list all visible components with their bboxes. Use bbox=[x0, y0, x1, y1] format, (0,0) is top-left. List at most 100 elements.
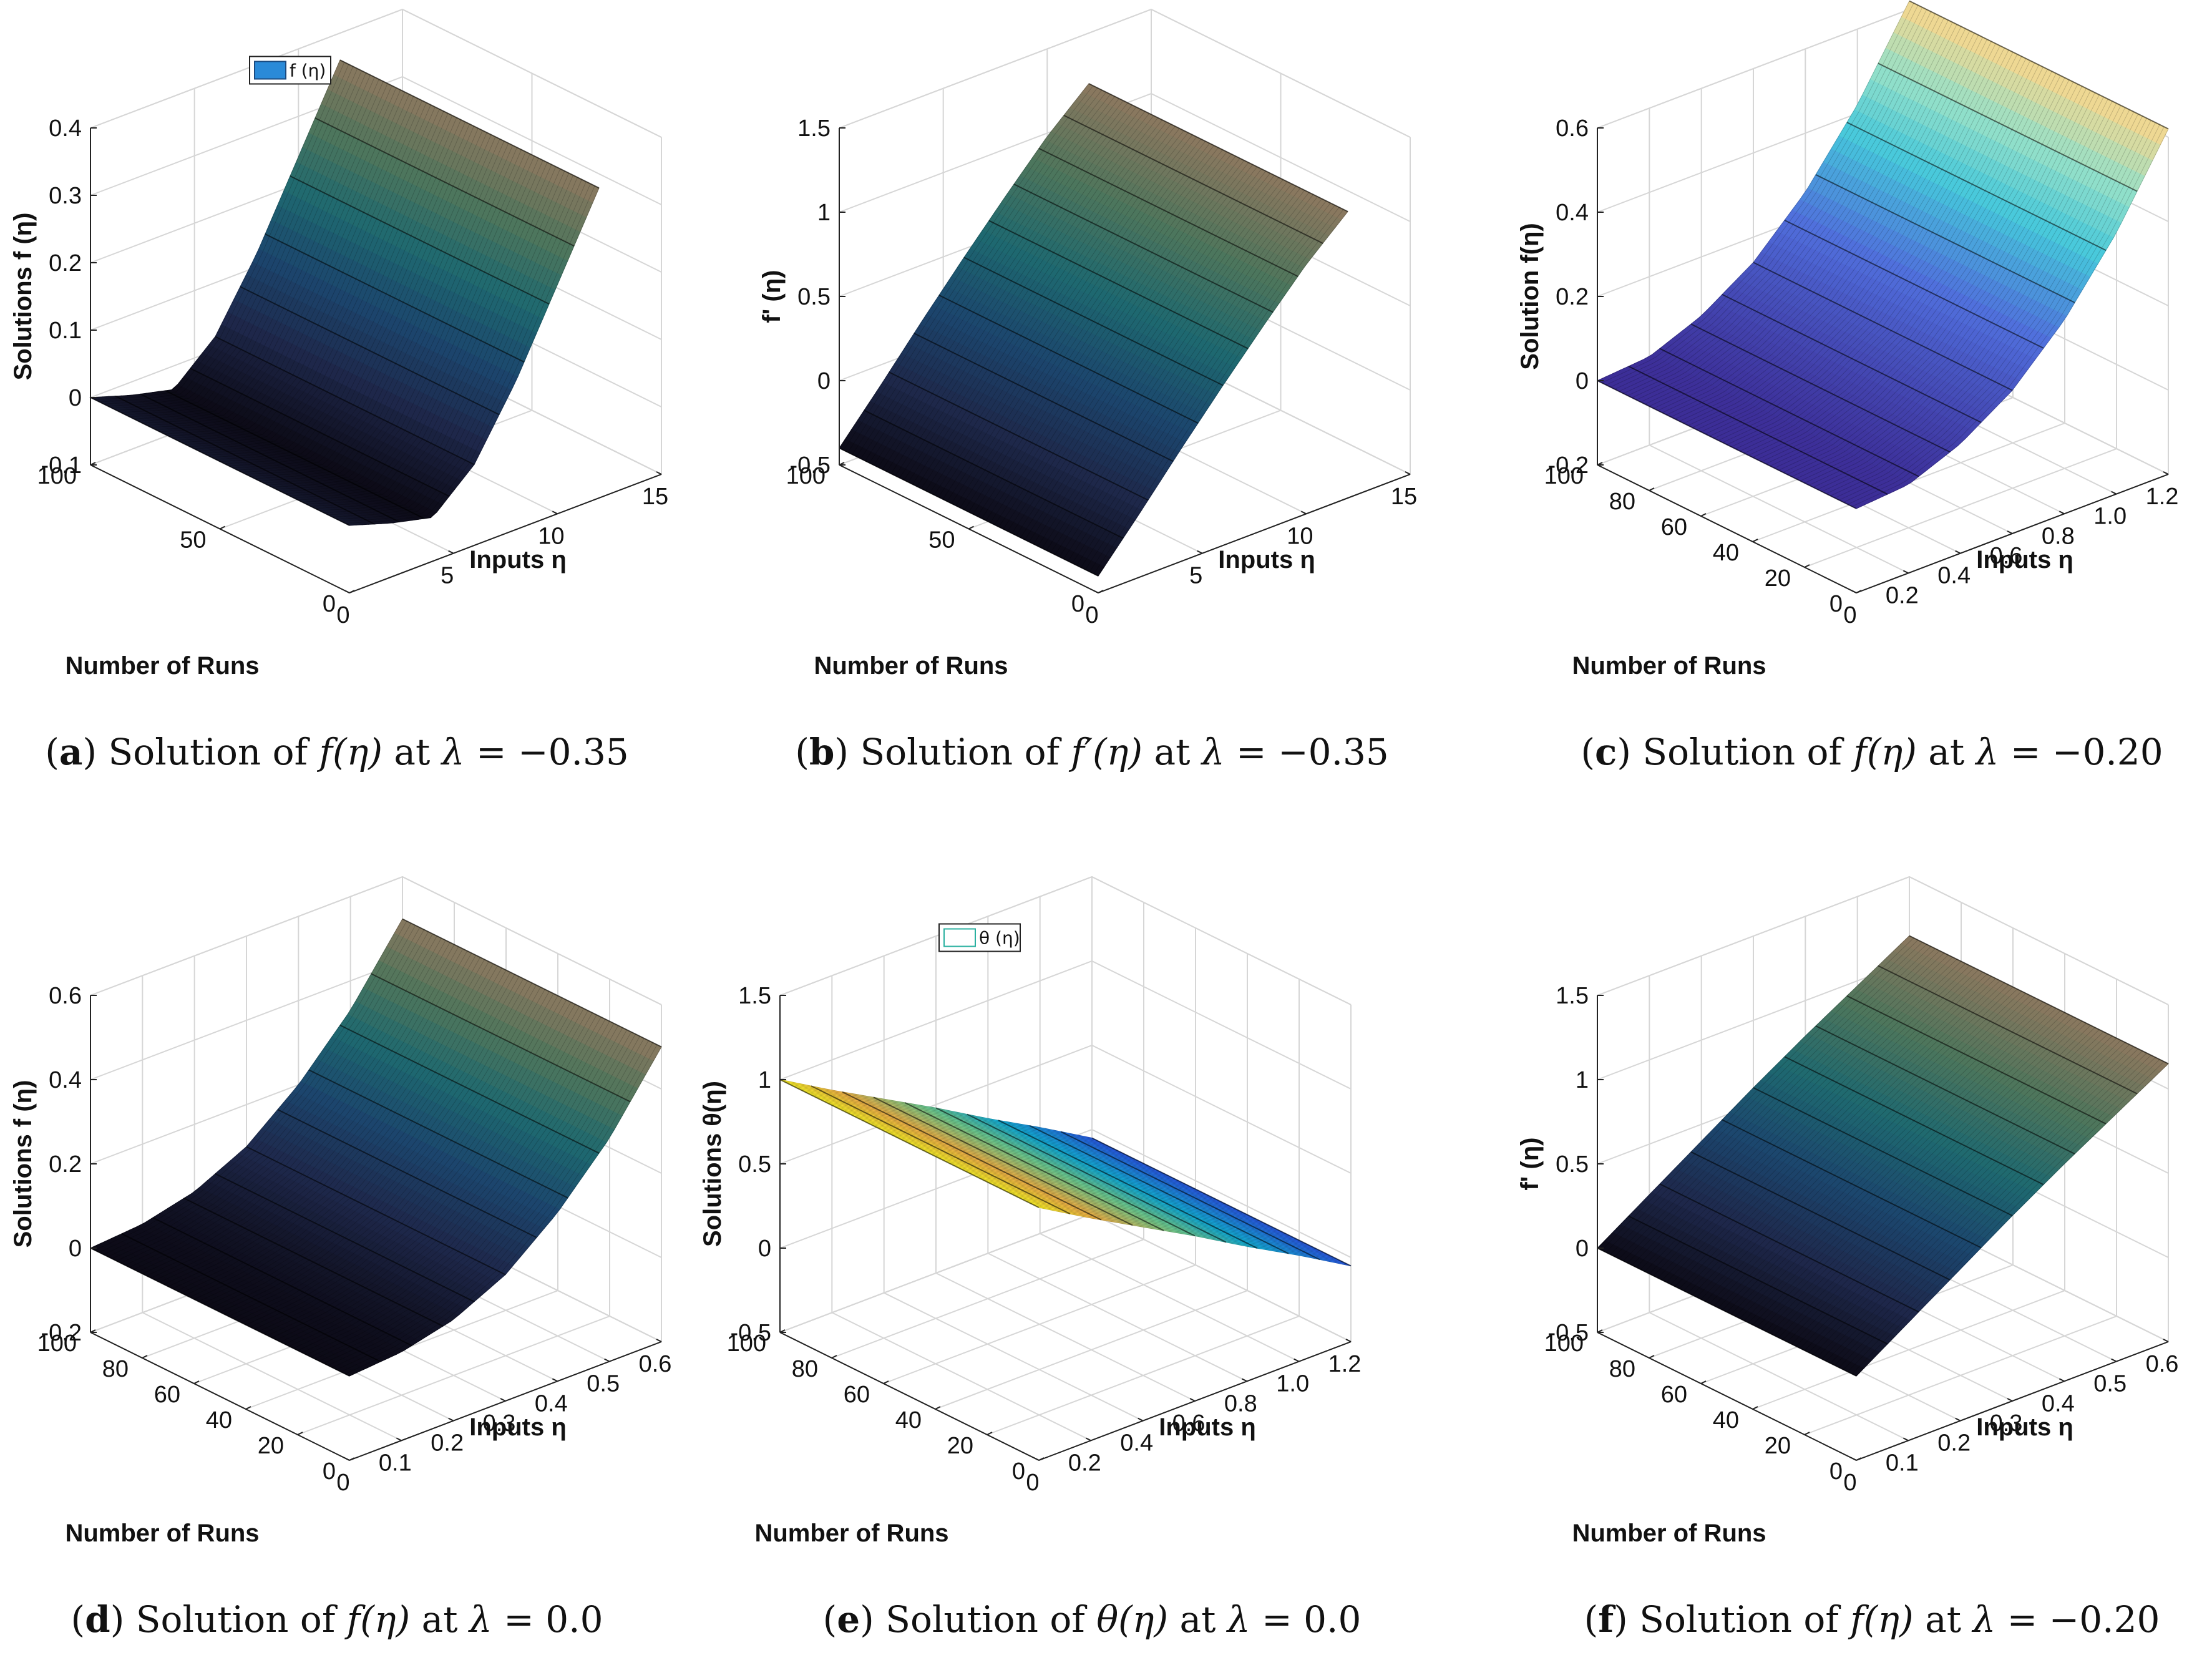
surface-hatch bbox=[1028, 177, 1279, 542]
surface-meshline bbox=[1091, 1137, 1352, 1267]
surface-hatch bbox=[90, 919, 403, 1249]
surface-hatch bbox=[1030, 1203, 1343, 1262]
surface-hatch bbox=[1632, 17, 1944, 398]
z-gridline bbox=[779, 960, 1352, 1090]
surface-hatch bbox=[1050, 188, 1301, 553]
surface-hatch bbox=[994, 160, 1245, 525]
surface-hatch bbox=[120, 74, 371, 413]
surface-hatch bbox=[908, 117, 1159, 482]
surface-meshline bbox=[998, 1120, 1258, 1249]
y-tick bbox=[831, 1355, 837, 1359]
legend: f (η) bbox=[249, 56, 331, 85]
x-tick-label: 0.2 bbox=[1068, 1450, 1101, 1476]
surface-meshline bbox=[1784, 220, 2044, 349]
surface-hatch bbox=[931, 1154, 1244, 1213]
surface-hatch bbox=[965, 1171, 1278, 1230]
surface-hatch bbox=[1856, 129, 2169, 509]
surface-hatch bbox=[215, 122, 466, 460]
surface-hatch bbox=[228, 987, 541, 1317]
y-tick bbox=[1649, 487, 1655, 491]
surface-hatch bbox=[938, 132, 1189, 497]
surface-hatch bbox=[211, 119, 462, 458]
z-tick-label: 1 bbox=[758, 1067, 771, 1093]
z-tick-label: -0.5 bbox=[731, 1320, 771, 1346]
y-tick-label: 40 bbox=[1713, 540, 1739, 566]
surface-hatch bbox=[875, 1126, 1187, 1186]
y-tick bbox=[883, 1380, 889, 1384]
x-tick bbox=[2111, 491, 2117, 495]
surface-hatch bbox=[146, 87, 397, 426]
x-tick-label: 0.5 bbox=[587, 1371, 620, 1397]
surface-meshline bbox=[215, 1173, 475, 1302]
surface-hatch bbox=[843, 85, 1094, 451]
surface-hatch bbox=[323, 1033, 636, 1364]
surface-meshline bbox=[842, 1091, 1102, 1221]
caption-after: at bbox=[1917, 731, 1976, 773]
surface-hatch bbox=[964, 145, 1214, 510]
surface-hatch bbox=[960, 143, 1211, 508]
surface-hatch bbox=[985, 155, 1236, 521]
surface-hatch bbox=[905, 1141, 1217, 1201]
surface-hatch bbox=[349, 1047, 662, 1377]
x-axis-label: Inputs η bbox=[469, 546, 567, 574]
surface-hatch bbox=[193, 970, 507, 1300]
surface-hatch bbox=[1679, 41, 1992, 422]
surface-hatch bbox=[168, 957, 480, 1287]
surface-meshline bbox=[1029, 1125, 1289, 1254]
y-tick-label: 100 bbox=[727, 1330, 766, 1357]
surface-hatch bbox=[1718, 60, 2031, 441]
surface-hatch bbox=[328, 177, 578, 515]
x-tick-label: 0 bbox=[336, 1470, 349, 1496]
surface-hatch bbox=[1020, 173, 1270, 538]
x-tick bbox=[2163, 1339, 2169, 1342]
surface-hatch bbox=[1657, 31, 1971, 411]
surface-hatch bbox=[1013, 1194, 1325, 1254]
surface-hatch bbox=[215, 980, 529, 1311]
surface-hatch bbox=[267, 1006, 580, 1336]
surface-hatch bbox=[1778, 90, 2091, 471]
caption-paren: ( bbox=[71, 1598, 85, 1641]
surface-hatch bbox=[220, 982, 532, 1312]
surface-hatch bbox=[202, 115, 453, 454]
surface-meshline bbox=[1597, 380, 1857, 509]
surface-hatch bbox=[155, 950, 468, 1281]
z-axis-label: Solutions θ(η) bbox=[699, 1081, 726, 1247]
caption-lambda-sym: λ bbox=[1971, 1598, 1995, 1641]
surface-hatch bbox=[857, 1118, 1170, 1177]
z-tick-label: 0.5 bbox=[1556, 1151, 1589, 1178]
surface-hatch bbox=[920, 124, 1171, 489]
surface-hatch bbox=[895, 111, 1146, 476]
caption-paren: ) bbox=[110, 1598, 125, 1641]
legend-swatch bbox=[254, 61, 286, 80]
surface-hatch bbox=[163, 955, 477, 1285]
y-tick-label: 0 bbox=[323, 591, 336, 617]
caption-paren: ( bbox=[823, 1598, 837, 1641]
surface-meshline bbox=[914, 333, 1174, 462]
surface-hatch bbox=[1046, 185, 1297, 551]
x-tick bbox=[604, 1358, 610, 1362]
y-tick bbox=[297, 1432, 303, 1435]
z-axis-label: Solutions f (η) bbox=[9, 213, 37, 381]
x-tick-label: 1.0 bbox=[2093, 504, 2127, 530]
caption-lambda-val: = −0.35 bbox=[1225, 731, 1389, 773]
x-tick-label: 5 bbox=[1189, 563, 1202, 589]
surface-meshline bbox=[1063, 114, 1323, 244]
x-tick-label: 0 bbox=[1085, 602, 1098, 628]
surface-hatch bbox=[254, 1000, 567, 1330]
surface-hatch bbox=[1605, 5, 1919, 386]
z-tick-label: 0.4 bbox=[1556, 200, 1589, 226]
x-tick bbox=[1903, 1437, 1909, 1442]
x-tick-label: 0.6 bbox=[1990, 543, 2023, 569]
y-tick bbox=[935, 1406, 941, 1410]
surface-hatch bbox=[827, 1103, 1140, 1162]
surface-hatch bbox=[1007, 166, 1258, 532]
surface-hatch bbox=[839, 83, 1089, 449]
surface-hatch bbox=[94, 62, 345, 400]
surface-meshline bbox=[1815, 174, 2075, 303]
surface-hatch bbox=[94, 920, 407, 1251]
x-tick-label: 0.8 bbox=[1224, 1390, 1257, 1417]
z-tick-label: -0.1 bbox=[41, 452, 82, 479]
surface-hatch bbox=[1826, 114, 2139, 494]
z-tick-label: 0.4 bbox=[49, 1067, 82, 1093]
surface-hatch bbox=[847, 87, 1098, 453]
